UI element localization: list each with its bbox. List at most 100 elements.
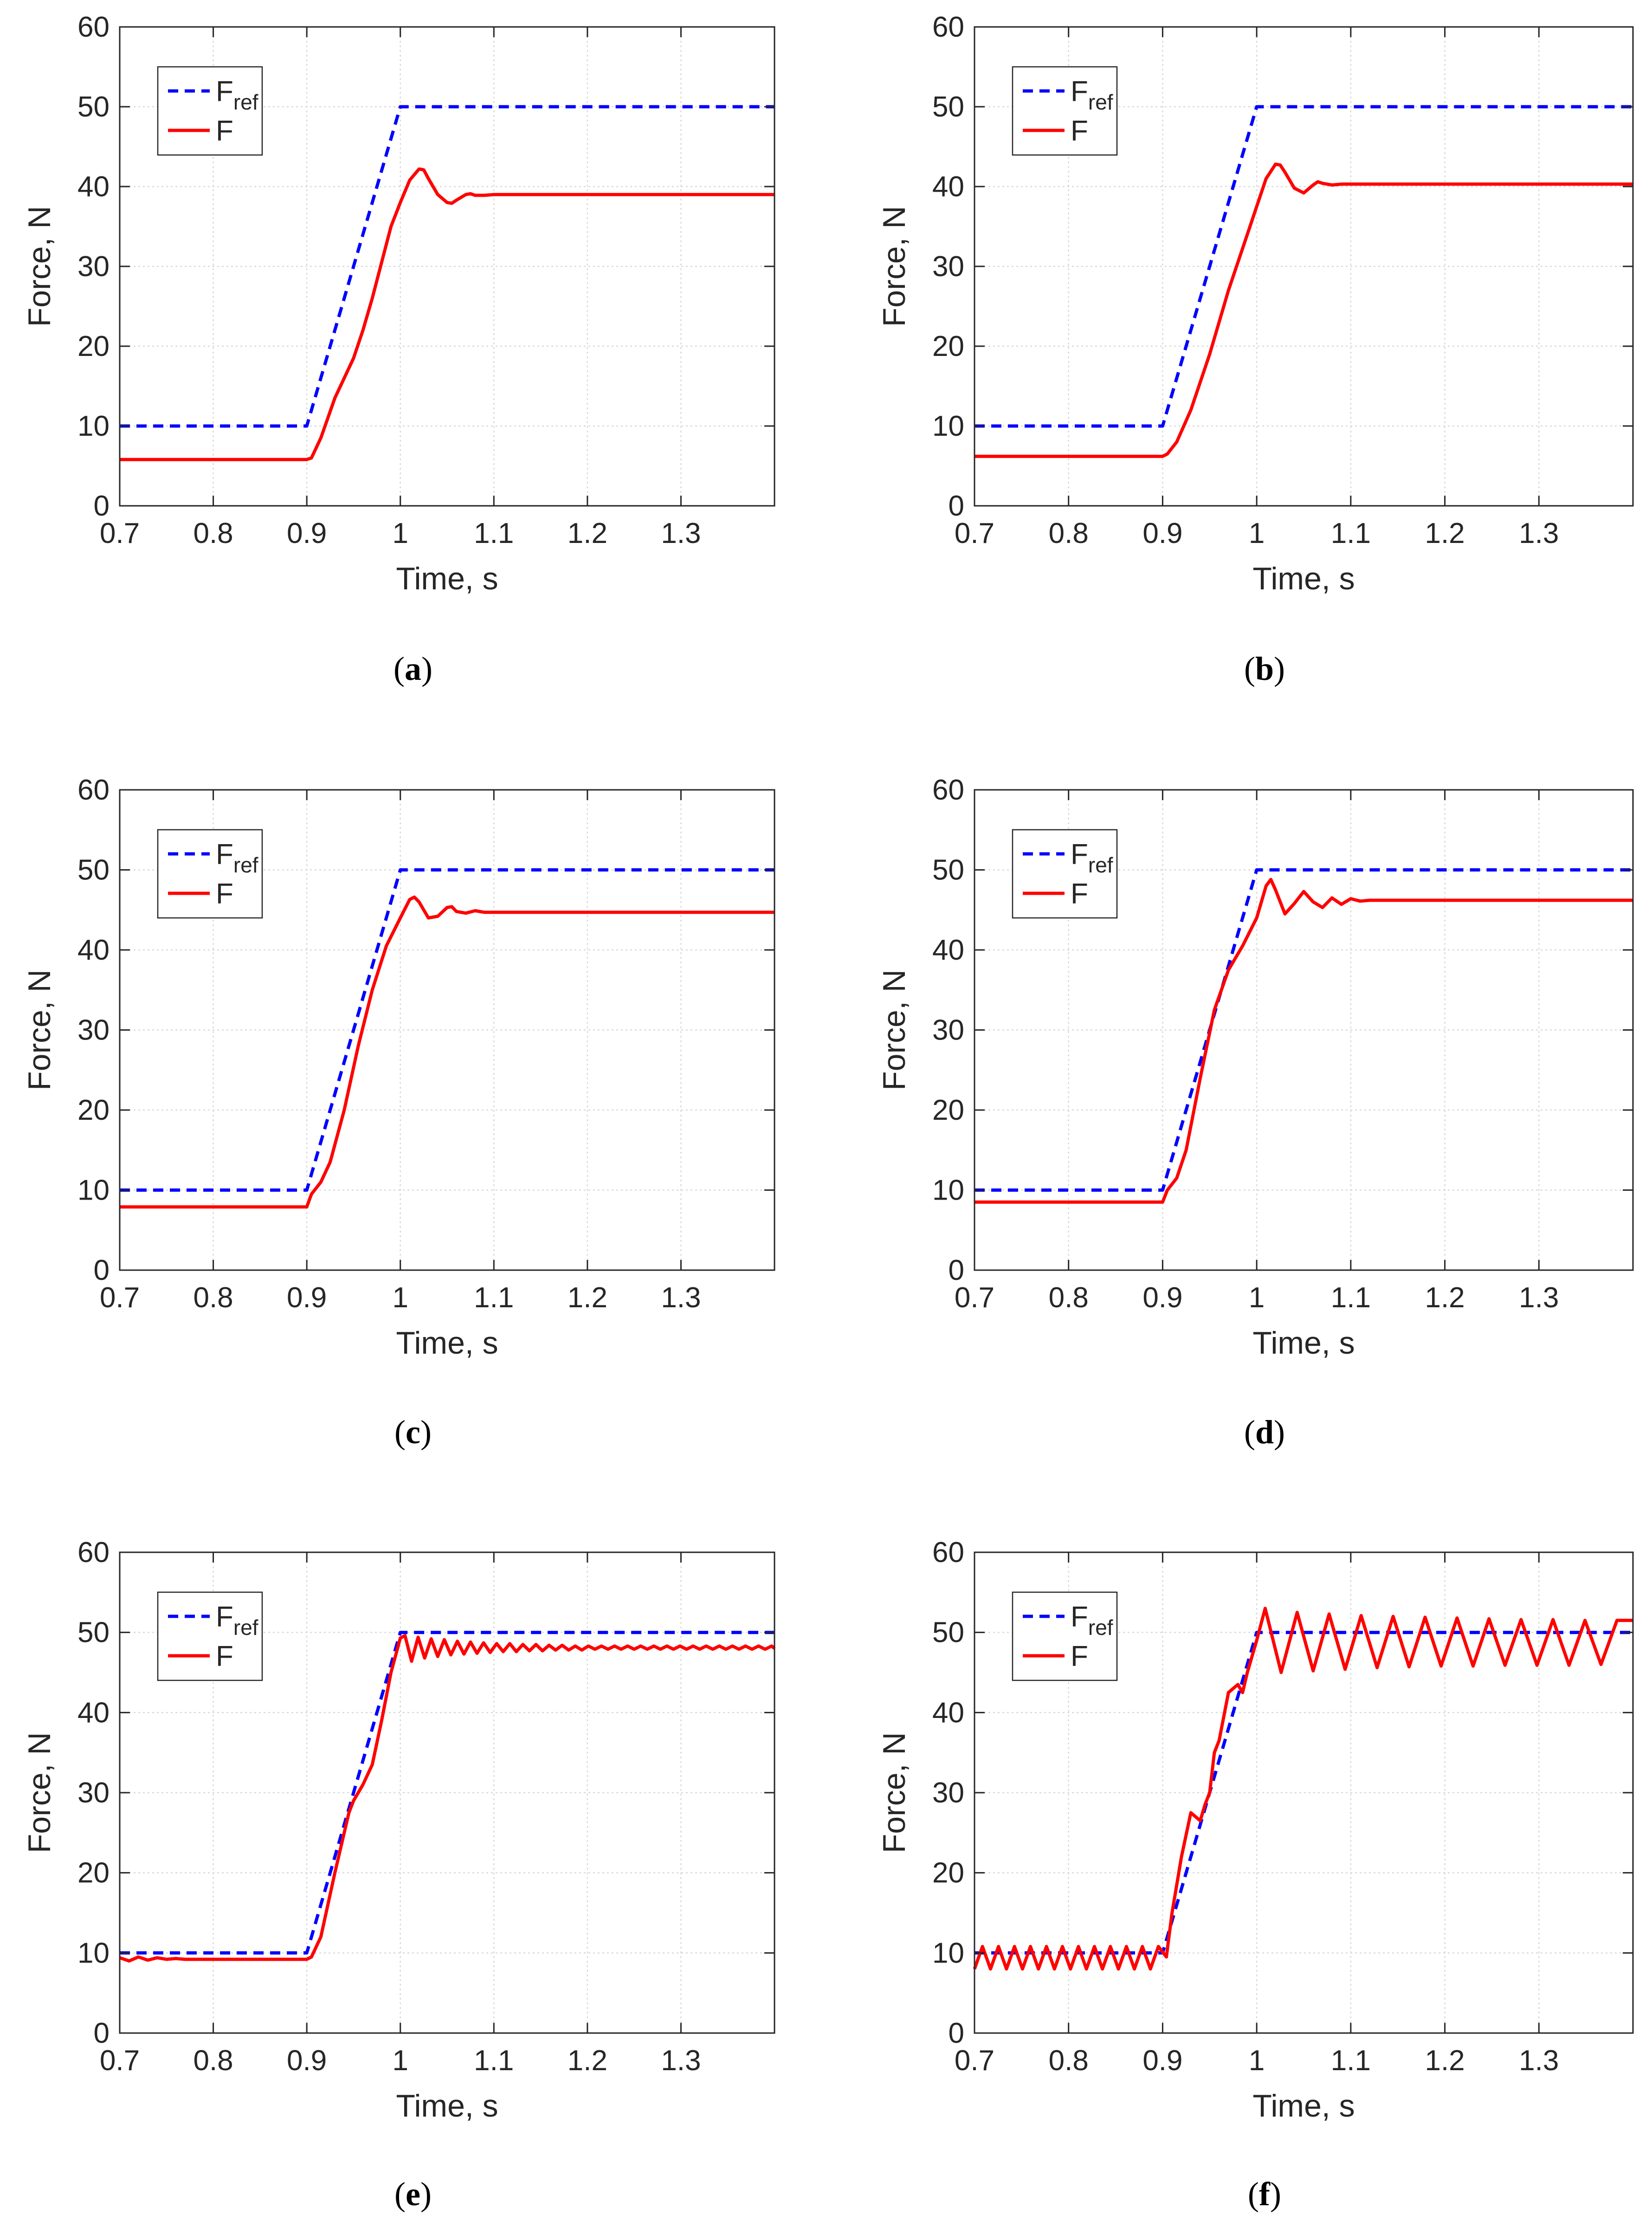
y-tick-label: 40 <box>932 934 964 966</box>
y-tick-label: 30 <box>77 251 110 283</box>
y-tick-label: 0 <box>94 1254 110 1286</box>
x-tick-label: 1.1 <box>1331 1282 1371 1314</box>
x-tick-label: 0.9 <box>1142 1282 1182 1314</box>
x-tick-label: 1 <box>392 517 408 549</box>
y-tick-label: 60 <box>932 774 964 806</box>
legend-box <box>157 66 263 156</box>
panel-caption: (f) <box>1248 2176 1281 2213</box>
y-axis-label: Force, N <box>877 206 912 327</box>
y-tick-label: 0 <box>949 490 964 522</box>
x-tick-label: 0.7 <box>955 2045 994 2077</box>
x-tick-label: 1.2 <box>1425 1282 1465 1314</box>
x-axis-label: Time, s <box>396 1325 498 1361</box>
panel-caption: (c) <box>394 1414 432 1451</box>
y-tick-label: 20 <box>77 330 110 362</box>
y-tick-label: 20 <box>77 1857 110 1889</box>
x-tick-label: 0.8 <box>193 2045 233 2077</box>
y-axis-label: Force, N <box>877 969 912 1091</box>
y-tick-label: 50 <box>932 91 964 123</box>
legend-label-f-ref: Fref <box>1071 1601 1113 1640</box>
panel-caption: (a) <box>394 650 432 687</box>
panel-caption: (d) <box>1244 1414 1285 1451</box>
y-tick-label: 20 <box>77 1094 110 1126</box>
legend-box <box>157 829 263 919</box>
panel-caption: (e) <box>394 2176 432 2213</box>
x-tick-label: 1.3 <box>1519 1282 1559 1314</box>
chart-panel-e: 0.7 0.8 0.9 1 1.1 1.2 1.3 0 10 20 30 40 50 60 Time, s F… <box>22 1537 776 2124</box>
x-tick-label: 0.8 <box>1049 517 1089 549</box>
series-line-f-ref <box>120 105 774 428</box>
x-tick-label: 1.3 <box>1519 2045 1559 2077</box>
y-tick-label: 40 <box>932 171 964 203</box>
x-tick-label: 1.3 <box>661 517 701 549</box>
legend-label-f-ref: Fref <box>216 839 258 877</box>
x-tick-label: 1.1 <box>1331 2045 1371 2077</box>
x-tick-label: 1.2 <box>568 517 607 549</box>
legend-box <box>157 1591 263 1681</box>
x-tick-label: 1.2 <box>568 1282 607 1314</box>
y-axis-label: Force, N <box>877 1732 912 1853</box>
y-tick-label: 30 <box>932 251 964 283</box>
x-tick-label: 1.2 <box>1425 517 1465 549</box>
legend-box <box>1012 829 1118 919</box>
y-tick-label: 20 <box>932 330 964 362</box>
y-tick-label: 50 <box>77 1617 110 1649</box>
x-axis-label: Time, s <box>396 561 498 596</box>
x-axis-label: Time, s <box>1252 2088 1355 2124</box>
x-tick-label: 1.3 <box>661 2045 701 2077</box>
x-tick-label: 1 <box>392 2045 408 2077</box>
x-tick-label: 0.9 <box>1142 2045 1182 2077</box>
series-line-f <box>120 167 774 461</box>
y-tick-label: 10 <box>77 1175 110 1207</box>
legend-label-f-ref: Fref <box>216 76 258 114</box>
chart-panel-c: 0.7 0.8 0.9 1 1.1 1.2 1.3 0 10 20 30 40 50 60 Time, s F… <box>22 774 775 1361</box>
y-tick-label: 40 <box>77 934 110 966</box>
x-tick-label: 1 <box>1249 517 1265 549</box>
y-tick-label: 30 <box>932 1014 964 1046</box>
x-tick-label: 1.1 <box>474 1282 514 1314</box>
y-tick-label: 10 <box>932 1937 964 1969</box>
y-tick-label: 10 <box>77 410 110 442</box>
y-tick-label: 10 <box>932 1175 964 1207</box>
series-line-f <box>974 162 1633 458</box>
y-tick-label: 0 <box>94 2017 110 2049</box>
y-tick-label: 40 <box>932 1697 964 1729</box>
x-tick-label: 1.1 <box>474 517 514 549</box>
legend-label-f-ref: Fref <box>1071 839 1113 877</box>
x-tick-label: 0.8 <box>193 517 233 549</box>
x-tick-label: 0.7 <box>955 1282 994 1314</box>
legend-label-f-ref: Fref <box>216 1601 258 1640</box>
series-line-f <box>119 1634 776 1963</box>
x-tick-label: 1 <box>1249 2045 1265 2077</box>
y-tick-label: 50 <box>932 854 964 886</box>
x-tick-label: 1 <box>392 1282 408 1314</box>
x-tick-label: 0.8 <box>1049 2045 1089 2077</box>
y-tick-label: 30 <box>77 1777 110 1809</box>
y-tick-label: 0 <box>949 1254 964 1286</box>
y-tick-label: 10 <box>932 410 964 442</box>
y-axis-label: Force, N <box>22 1732 57 1853</box>
x-tick-label: 0.9 <box>287 517 327 549</box>
x-tick-label: 1.2 <box>1425 2045 1465 2077</box>
legend-label-f: F <box>216 115 233 147</box>
legend-label-f: F <box>216 878 233 910</box>
x-tick-label: 1.3 <box>661 1282 701 1314</box>
y-tick-label: 60 <box>932 1537 964 1569</box>
y-tick-label: 60 <box>932 11 964 43</box>
y-tick-label: 10 <box>77 1937 110 1969</box>
legend-label-f: F <box>1071 1640 1088 1672</box>
y-tick-label: 30 <box>77 1014 110 1046</box>
y-tick-label: 60 <box>77 1537 110 1569</box>
chart-panel-a: 0.7 0.8 0.9 1 1.1 1.2 1.3 0 10 20 30 40 50 60 Time, s F… <box>22 11 775 596</box>
y-axis-label: Force, N <box>22 969 57 1091</box>
y-axis-label: Force, N <box>22 206 57 327</box>
x-axis-label: Time, s <box>1252 561 1355 596</box>
x-tick-label: 1.2 <box>568 2045 607 2077</box>
chart-panel-f: 0.7 0.8 0.9 1 1.1 1.2 1.3 0 10 20 30 40 50 60 Time, s F… <box>877 1537 1634 2124</box>
x-tick-label: 0.9 <box>1142 517 1182 549</box>
